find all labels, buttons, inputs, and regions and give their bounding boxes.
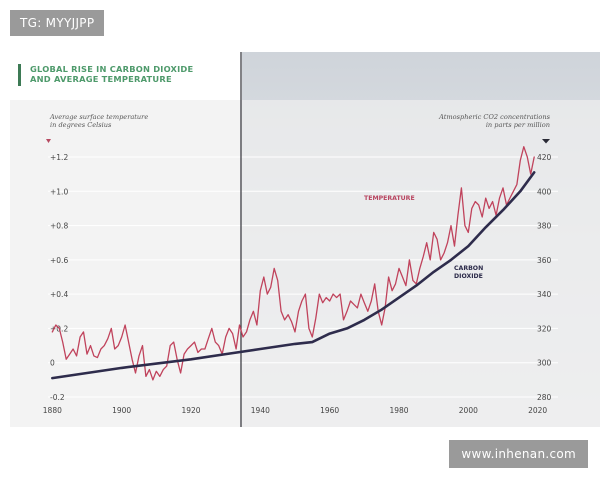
y-right-tick-label: 400	[537, 187, 552, 196]
temperature-annotation: TEMPERATURE	[364, 195, 415, 202]
left-axis-label-line2: in degrees Celsius	[50, 121, 112, 129]
watermark-bottom: www.inhenan.com	[449, 440, 588, 468]
co2-annotation-line1: CARBON	[454, 265, 483, 272]
y-right-tick-label: 280	[537, 393, 552, 402]
y-left-tick-label: 0	[50, 359, 55, 368]
y-right-tick-label: 340	[537, 290, 552, 299]
left-axis-marker-icon	[46, 139, 51, 143]
x-tick-label: 1960	[320, 406, 339, 415]
y-left-tick-label: +1.2	[50, 153, 68, 162]
title-accent-bar	[18, 64, 21, 86]
right-axis-label-line1: Atmospheric CO2 concentrations	[439, 113, 550, 121]
y-right-tick-label: 300	[537, 359, 552, 368]
x-tick-label: 1940	[251, 406, 270, 415]
x-tick-label: 1980	[389, 406, 408, 415]
y-left-tick-label: +0.8	[50, 222, 68, 231]
right-axis-label: Atmospheric CO2 concentrations in parts …	[439, 113, 550, 129]
right-axis-marker-icon	[542, 139, 550, 144]
left-axis-label: Average surface temperature in degrees C…	[50, 113, 148, 129]
co2-annotation-line2: DIOXIDE	[454, 273, 483, 280]
y-right-tick-label: 420	[537, 153, 552, 162]
y-left-tick-label: +1.0	[50, 187, 68, 196]
temperature-line	[51, 146, 535, 381]
left-axis-label-line1: Average surface temperature	[50, 113, 149, 121]
x-tick-label: 1920	[181, 406, 200, 415]
y-left-tick-label: +0.4	[50, 290, 68, 299]
right-axis-label-line2: in parts per million	[485, 121, 550, 129]
y-right-tick-label: 360	[537, 256, 552, 265]
y-left-tick-label: +0.6	[50, 256, 68, 265]
watermark-top: TG: MYYJJPP	[10, 10, 105, 36]
co2-line	[50, 171, 536, 380]
x-tick-label: 2020	[528, 406, 547, 415]
chart-title-line1: GLOBAL RISE IN CARBON DIOXIDE	[30, 64, 194, 74]
y-right-tick-label: 380	[537, 222, 552, 231]
chart-title-line2: AND AVERAGE TEMPERATURE	[30, 74, 172, 84]
chart-panel: +1.2 +1.0 +0.8 +0.6 +0.4 +0.2 0 -0.2 420 400 380 36…	[10, 52, 600, 427]
x-tick-label: 2000	[459, 406, 478, 415]
plot-area	[10, 100, 600, 427]
x-tick-label: 1880	[43, 406, 62, 415]
x-tick-label: 1900	[112, 406, 131, 415]
y-left-tick-label: -0.2	[50, 393, 65, 402]
y-right-tick-label: 320	[537, 324, 552, 333]
chart-svg: +1.2+1.0+0.8+0.6+0.4+0.20-0.242040038036…	[10, 52, 600, 427]
